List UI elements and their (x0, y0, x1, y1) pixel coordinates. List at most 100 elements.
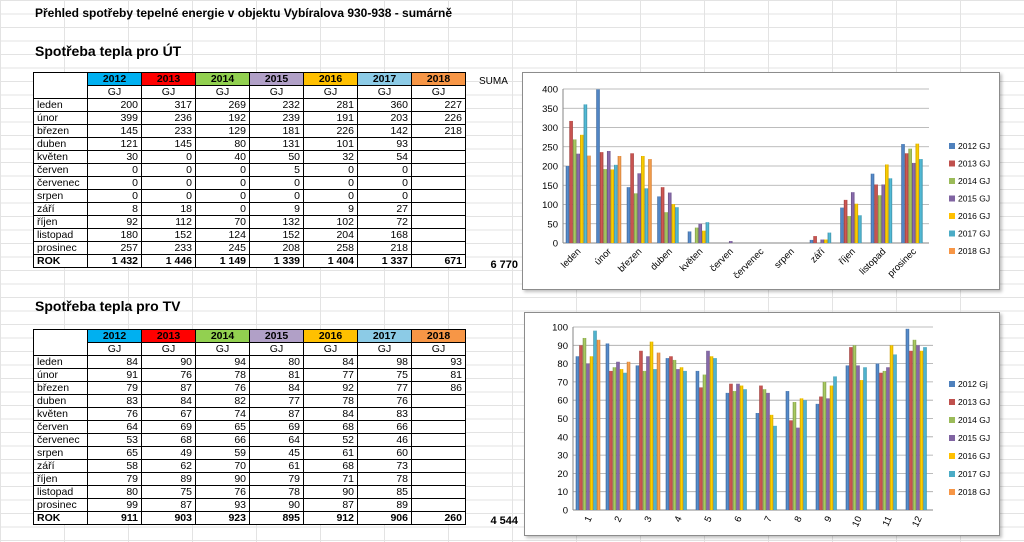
value-cell[interactable]: 112 (141, 215, 196, 229)
value-cell[interactable]: 87 (141, 498, 196, 512)
value-cell[interactable]: 152 (141, 228, 196, 242)
value-cell[interactable] (411, 459, 466, 473)
month-cell[interactable]: červenec (33, 176, 88, 190)
value-cell[interactable]: 94 (195, 355, 250, 369)
value-cell[interactable]: 131 (249, 137, 304, 151)
month-cell[interactable]: březen (33, 381, 88, 395)
total-cell[interactable]: 906 (357, 511, 412, 525)
value-cell[interactable]: 192 (195, 111, 250, 125)
value-cell[interactable]: 80 (87, 485, 142, 499)
value-cell[interactable]: 208 (249, 241, 304, 255)
value-cell[interactable]: 226 (411, 111, 466, 125)
value-cell[interactable]: 75 (141, 485, 196, 499)
value-cell[interactable] (411, 472, 466, 486)
total-cell[interactable]: 1 149 (195, 254, 250, 268)
value-cell[interactable]: 52 (303, 433, 358, 447)
value-cell[interactable]: 0 (141, 176, 196, 190)
value-cell[interactable]: 0 (141, 150, 196, 164)
value-cell[interactable] (411, 446, 466, 460)
value-cell[interactable]: 67 (141, 407, 196, 421)
value-cell[interactable]: 83 (87, 394, 142, 408)
value-cell[interactable]: 64 (249, 433, 304, 447)
value-cell[interactable]: 191 (303, 111, 358, 125)
value-cell[interactable]: 81 (249, 368, 304, 382)
value-cell[interactable]: 69 (141, 420, 196, 434)
value-cell[interactable]: 76 (195, 485, 250, 499)
value-cell[interactable]: 92 (303, 381, 358, 395)
value-cell[interactable]: 68 (303, 420, 358, 434)
value-cell[interactable]: 0 (303, 163, 358, 177)
value-cell[interactable]: 70 (195, 459, 250, 473)
total-cell[interactable]: 923 (195, 511, 250, 525)
chart-tv[interactable]: 0 10 20 30 40 50 60 70 80 90 100 1 2 3 4 5 6 7 8 9 10 11 12 201… (524, 312, 1000, 536)
month-cell[interactable]: duben (33, 394, 88, 408)
value-cell[interactable]: 84 (87, 355, 142, 369)
total-cell[interactable]: 671 (411, 254, 466, 268)
value-cell[interactable]: 66 (195, 433, 250, 447)
value-cell[interactable]: 54 (357, 150, 412, 164)
value-cell[interactable]: 46 (357, 433, 412, 447)
value-cell[interactable]: 0 (195, 163, 250, 177)
value-cell[interactable]: 203 (357, 111, 412, 125)
value-cell[interactable]: 200 (87, 98, 142, 112)
total-cell[interactable]: 1 339 (249, 254, 304, 268)
value-cell[interactable]: 258 (303, 241, 358, 255)
value-cell[interactable]: 0 (87, 176, 142, 190)
value-cell[interactable]: 76 (357, 394, 412, 408)
value-cell[interactable]: 65 (87, 446, 142, 460)
value-cell[interactable]: 181 (249, 124, 304, 138)
value-cell[interactable]: 245 (195, 241, 250, 255)
value-cell[interactable]: 68 (141, 433, 196, 447)
value-cell[interactable]: 61 (303, 446, 358, 460)
month-cell[interactable]: říjen (33, 215, 88, 229)
value-cell[interactable] (411, 485, 466, 499)
month-cell[interactable]: červen (33, 163, 88, 177)
value-cell[interactable]: 68 (303, 459, 358, 473)
value-cell[interactable]: 86 (411, 381, 466, 395)
value-cell[interactable]: 80 (195, 137, 250, 151)
total-cell[interactable]: 1 446 (141, 254, 196, 268)
value-cell[interactable] (411, 176, 466, 190)
total-cell[interactable]: 912 (303, 511, 358, 525)
value-cell[interactable]: 218 (411, 124, 466, 138)
value-cell[interactable]: 9 (249, 202, 304, 216)
value-cell[interactable]: 18 (141, 202, 196, 216)
value-cell[interactable]: 145 (141, 137, 196, 151)
value-cell[interactable]: 30 (87, 150, 142, 164)
value-cell[interactable]: 32 (303, 150, 358, 164)
value-cell[interactable] (411, 394, 466, 408)
value-cell[interactable]: 84 (303, 355, 358, 369)
value-cell[interactable]: 84 (303, 407, 358, 421)
value-cell[interactable]: 78 (249, 485, 304, 499)
value-cell[interactable] (411, 407, 466, 421)
total-cell[interactable]: 1 404 (303, 254, 358, 268)
value-cell[interactable]: 101 (303, 137, 358, 151)
value-cell[interactable]: 84 (141, 394, 196, 408)
value-cell[interactable]: 360 (357, 98, 412, 112)
value-cell[interactable]: 87 (249, 407, 304, 421)
value-cell[interactable]: 79 (249, 472, 304, 486)
value-cell[interactable]: 0 (249, 176, 304, 190)
value-cell[interactable]: 53 (87, 433, 142, 447)
month-cell[interactable]: srpen (33, 446, 88, 460)
value-cell[interactable]: 79 (87, 381, 142, 395)
value-cell[interactable]: 0 (141, 189, 196, 203)
value-cell[interactable]: 233 (141, 124, 196, 138)
value-cell[interactable]: 78 (195, 368, 250, 382)
value-cell[interactable]: 27 (357, 202, 412, 216)
value-cell[interactable]: 89 (357, 498, 412, 512)
value-cell[interactable]: 129 (195, 124, 250, 138)
value-cell[interactable]: 9 (303, 202, 358, 216)
value-cell[interactable]: 82 (195, 394, 250, 408)
value-cell[interactable]: 92 (87, 215, 142, 229)
value-cell[interactable]: 72 (357, 215, 412, 229)
total-label[interactable]: ROK (33, 254, 88, 268)
chart-ut[interactable]: 0 50 100 150 200 250 300 350 400 leden únor březen d… (522, 72, 1000, 290)
month-cell[interactable]: červen (33, 420, 88, 434)
value-cell[interactable]: 77 (357, 381, 412, 395)
value-cell[interactable]: 0 (357, 176, 412, 190)
value-cell[interactable]: 74 (195, 407, 250, 421)
value-cell[interactable]: 226 (303, 124, 358, 138)
value-cell[interactable] (411, 498, 466, 512)
month-cell[interactable]: únor (33, 111, 88, 125)
